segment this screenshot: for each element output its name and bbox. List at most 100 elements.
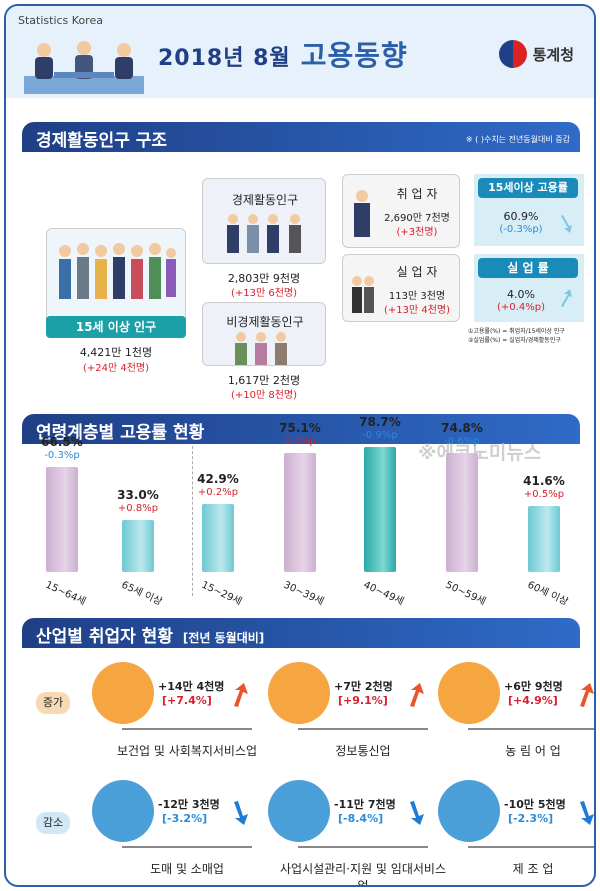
econ-active-value: 2,803만 9천명 xyxy=(227,272,301,285)
section-title: 연령계층별 고용률 현황 xyxy=(36,423,205,443)
section-header-industry: 산업별 취업자 현황 [전년 동월대비] xyxy=(22,618,580,648)
non-active-label: 비경제활동인구 xyxy=(226,315,304,329)
up-arrow-icon xyxy=(234,683,248,707)
down-arrow-icon xyxy=(234,801,248,825)
job-seekers-icon xyxy=(352,276,374,313)
formula-emp: ①고용률(%) = 취업자/15세이상 인구 xyxy=(468,328,565,335)
up-arrow-icon xyxy=(410,683,424,707)
emp-rate-value: 60.9% xyxy=(503,210,539,223)
chart-bar xyxy=(446,453,478,572)
chart-category-label: 65세 이상 xyxy=(119,579,164,608)
chart-bar xyxy=(364,447,396,572)
population-people-icon xyxy=(59,243,176,299)
industry-down-icon xyxy=(92,780,154,842)
page-title: 2018년 8월 고용동향 xyxy=(158,34,408,74)
chart-bar xyxy=(528,506,560,572)
employed-value: 2,690만 7천명 xyxy=(384,213,450,224)
pop15-change: (+24만 4천명) xyxy=(82,363,150,374)
section-header-age: 연령계층별 고용률 현황 xyxy=(22,414,580,444)
industry-name: 도매 및 소매업 xyxy=(150,862,224,876)
brand-text: Statistics Korea xyxy=(18,14,103,27)
chart-bar xyxy=(46,466,78,572)
employed-label: 취 업 자 xyxy=(396,187,438,201)
chart-value-label: 66.5% xyxy=(41,434,83,449)
up-arrow-icon xyxy=(580,683,594,707)
chart-value-label: 78.7% xyxy=(359,415,401,430)
infographic-frame: Statistics Korea 2018년 8월 고용동향 통계청 경제활동인구… xyxy=(4,4,596,887)
chart-category-label: 50~59세 xyxy=(443,579,488,608)
industry-change-number: -11만 7천명 xyxy=(334,798,396,811)
industry-change-percent: [+4.9%] xyxy=(508,694,558,707)
industry-divider xyxy=(122,728,252,730)
industry-divider xyxy=(468,728,594,730)
unemp-rate-label: 실 업 률 xyxy=(478,258,578,278)
chart-change-label: +0.8%p xyxy=(117,502,159,514)
industry-up-icon xyxy=(92,662,154,724)
industry-name: 정보통신업 xyxy=(335,744,391,758)
pop15-label: 15세 이상 인구 xyxy=(46,316,186,338)
section-note: ※ ( )수치는 전년동월대비 증감 xyxy=(465,135,570,144)
unemp-rate-value: 4.0% xyxy=(507,288,535,301)
unemployed-box: 실 업 자 113만 3천명 (+13만 4천명) xyxy=(342,254,460,322)
industry-change-number: +6만 9천명 xyxy=(504,680,563,693)
chart-bar xyxy=(202,503,234,572)
chart-change-label: 0.2%p xyxy=(284,435,316,447)
chart-value-label: 33.0% xyxy=(117,487,159,502)
econ-active-label: 경제활동인구 xyxy=(231,193,299,207)
title-date: 2018년 8월 xyxy=(158,46,291,71)
industry-change-number: +7만 2천명 xyxy=(334,680,393,693)
emp-rate-change: (-0.3%p) xyxy=(499,224,543,235)
chart-change-label: +0.5%p xyxy=(523,489,565,501)
increase-tag: 증가 xyxy=(36,692,70,714)
down-arrow-icon xyxy=(561,215,572,233)
industry-name: 농 림 어 업 xyxy=(505,744,561,758)
chart-value-label: 75.1% xyxy=(279,420,321,435)
non-active-change: (+10만 8천명) xyxy=(230,390,298,401)
industry-change-number: -12만 3천명 xyxy=(158,798,220,811)
formula-unemp: ②실업률(%) = 실업자/경제활동인구 xyxy=(468,337,561,344)
title-main: 고용동향 xyxy=(300,39,408,72)
unemployed-change: (+13만 4천명) xyxy=(383,305,451,316)
industry-change-percent: [+7.4%] xyxy=(162,694,212,707)
down-arrow-icon xyxy=(410,801,424,825)
unemployed-label: 실 업 자 xyxy=(396,265,438,279)
chart-category-label: 15~29세 xyxy=(199,579,244,608)
industry-up-icon xyxy=(268,662,330,724)
chart-bar xyxy=(284,452,316,572)
chart-category-label: 60세 이상 xyxy=(525,579,570,608)
chart-category-label: 40~49세 xyxy=(361,579,406,608)
employee-icon xyxy=(354,190,370,237)
chart-value-label: 42.9% xyxy=(197,471,239,486)
industry-divider xyxy=(468,846,594,848)
chart-value-label: 74.8% xyxy=(441,421,483,436)
emp-rate-label: 15세이상 고용률 xyxy=(478,178,578,198)
employed-change: (+3천명) xyxy=(396,227,438,238)
industry-name: 사업시설관리·지원 및 임대서비스업 xyxy=(279,862,446,887)
non-active-box: 비경제활동인구 xyxy=(202,302,326,366)
unemployed-value: 113만 3천명 xyxy=(388,291,446,302)
industry-up-icon xyxy=(438,662,500,724)
workers-icon xyxy=(227,214,301,253)
chart-category-label: 15~64세 xyxy=(43,579,88,608)
chart-change-label: -0.3%p xyxy=(44,449,80,461)
chart-category-label: 30~39세 xyxy=(281,579,326,608)
industry-name: 제 조 업 xyxy=(512,862,554,876)
office-people-illustration xyxy=(24,41,144,94)
decrease-tag: 감소 xyxy=(36,812,70,834)
econ-active-change: (+13만 6천명) xyxy=(230,288,298,299)
industry-divider xyxy=(298,846,428,848)
non-active-value: 1,617만 2천명 xyxy=(227,374,301,387)
chart-change-label: -0.9%p xyxy=(362,430,398,442)
industry-down-icon xyxy=(268,780,330,842)
industry-change-percent: [+9.1%] xyxy=(338,694,388,707)
employed-box: 취 업 자 2,690만 7천명 (+3천명) xyxy=(342,174,460,248)
down-arrow-icon xyxy=(580,801,594,825)
section-header-structure: 경제활동인구 구조 ※ ( )수치는 전년동월대비 증감 xyxy=(22,122,580,152)
section-title: 산업별 취업자 현황 xyxy=(36,627,173,647)
econ-active-box: 경제활동인구 xyxy=(202,178,326,264)
statistics-korea-logo: 통계청 xyxy=(498,40,574,68)
logo-text: 통계청 xyxy=(532,45,574,64)
industry-change-number: -10만 5천명 xyxy=(504,798,566,811)
industry-name: 보건업 및 사회복지서비스업 xyxy=(116,744,258,758)
chart-bar xyxy=(122,519,154,572)
